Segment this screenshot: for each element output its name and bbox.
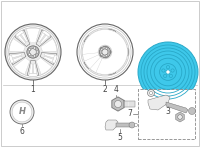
Circle shape: [129, 122, 135, 128]
Circle shape: [164, 74, 167, 77]
Wedge shape: [12, 56, 22, 62]
Circle shape: [30, 49, 36, 55]
Circle shape: [150, 91, 153, 95]
Circle shape: [7, 26, 59, 78]
Text: 4: 4: [114, 85, 118, 94]
Circle shape: [108, 51, 110, 53]
Wedge shape: [15, 30, 24, 37]
Polygon shape: [105, 120, 118, 130]
Circle shape: [101, 49, 103, 51]
Wedge shape: [111, 48, 128, 56]
Wedge shape: [36, 30, 51, 47]
Wedge shape: [90, 57, 102, 72]
Text: 7: 7: [128, 110, 132, 118]
Wedge shape: [84, 36, 100, 49]
Wedge shape: [83, 30, 127, 74]
FancyBboxPatch shape: [138, 89, 195, 139]
Wedge shape: [52, 55, 57, 64]
Circle shape: [166, 70, 170, 74]
Circle shape: [134, 123, 138, 127]
Circle shape: [9, 28, 57, 76]
Wedge shape: [42, 30, 51, 37]
Wedge shape: [111, 41, 127, 51]
Text: 5: 5: [118, 133, 122, 142]
Circle shape: [102, 49, 108, 55]
Wedge shape: [44, 56, 54, 62]
Wedge shape: [83, 30, 127, 74]
Text: H: H: [19, 107, 26, 117]
Wedge shape: [17, 35, 26, 44]
Circle shape: [27, 46, 39, 58]
Circle shape: [33, 47, 35, 49]
FancyBboxPatch shape: [1, 1, 199, 146]
Text: 2: 2: [103, 85, 107, 94]
Wedge shape: [83, 43, 99, 51]
Circle shape: [160, 64, 176, 80]
Wedge shape: [83, 30, 127, 74]
Wedge shape: [27, 60, 39, 76]
Circle shape: [105, 47, 107, 49]
Wedge shape: [40, 35, 49, 44]
Wedge shape: [106, 29, 116, 46]
Wedge shape: [29, 73, 37, 76]
Polygon shape: [112, 97, 124, 111]
Wedge shape: [29, 64, 33, 74]
Text: 6: 6: [20, 127, 24, 136]
Wedge shape: [45, 54, 55, 58]
Polygon shape: [176, 112, 184, 122]
Wedge shape: [100, 30, 107, 45]
Circle shape: [101, 53, 103, 55]
Wedge shape: [33, 64, 37, 74]
Polygon shape: [116, 123, 131, 127]
Circle shape: [114, 101, 122, 107]
Polygon shape: [124, 101, 135, 107]
Circle shape: [33, 55, 35, 57]
Wedge shape: [41, 39, 57, 52]
Circle shape: [36, 51, 38, 53]
Wedge shape: [15, 30, 30, 47]
Polygon shape: [148, 95, 170, 110]
Wedge shape: [14, 58, 30, 74]
Circle shape: [162, 69, 165, 72]
Circle shape: [148, 90, 154, 96]
Circle shape: [188, 107, 196, 115]
Wedge shape: [83, 30, 127, 74]
Wedge shape: [109, 57, 122, 71]
Circle shape: [79, 26, 131, 78]
Wedge shape: [38, 32, 45, 42]
Circle shape: [12, 102, 32, 122]
Circle shape: [99, 46, 111, 58]
Wedge shape: [11, 54, 21, 58]
Wedge shape: [9, 53, 26, 65]
Circle shape: [178, 115, 182, 119]
Wedge shape: [106, 58, 116, 75]
Circle shape: [10, 100, 34, 124]
Circle shape: [28, 53, 31, 56]
Text: 3: 3: [166, 107, 170, 116]
Circle shape: [77, 24, 133, 80]
Wedge shape: [40, 53, 57, 65]
Circle shape: [28, 48, 31, 51]
Wedge shape: [83, 30, 127, 74]
Wedge shape: [84, 55, 100, 69]
Circle shape: [171, 69, 174, 72]
Circle shape: [81, 28, 129, 76]
Text: 1: 1: [31, 85, 35, 94]
Wedge shape: [26, 28, 40, 43]
Circle shape: [5, 24, 61, 80]
Wedge shape: [36, 58, 52, 74]
Polygon shape: [166, 102, 188, 113]
Wedge shape: [9, 39, 25, 52]
Wedge shape: [21, 32, 28, 42]
Circle shape: [169, 74, 172, 77]
Circle shape: [138, 42, 198, 102]
Wedge shape: [9, 55, 14, 64]
Circle shape: [166, 66, 170, 69]
Circle shape: [105, 55, 107, 57]
